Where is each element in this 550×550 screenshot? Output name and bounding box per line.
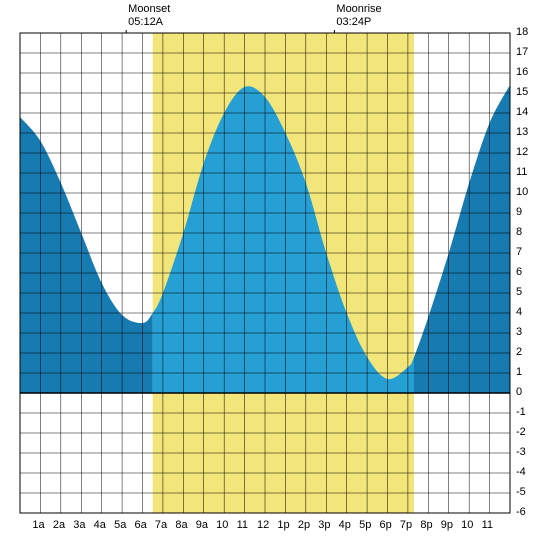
y-tick-label: 8 [516,226,522,238]
moonset-title: Moonset [128,3,170,16]
y-tick-label: 2 [516,346,522,358]
moonrise-time: 03:24P [336,16,381,29]
y-tick-label: 1 [516,366,522,378]
y-tick-label: 16 [516,66,528,78]
tide-chart: Moonset 05:12A Moonrise 03:24P 1a 2a 3a 4a 5… [0,0,550,550]
x-tick-label: 1a [32,519,44,531]
x-tick-label: 6p [380,519,392,531]
y-tick-label: 10 [516,186,528,198]
y-tick-label: 18 [516,26,528,38]
y-tick-label: 4 [516,306,522,318]
x-tick-label: 9p [441,519,453,531]
y-tick-label: 17 [516,46,528,58]
y-tick-label: 13 [516,126,528,138]
x-tick-label: 7a [155,519,167,531]
x-tick-label: 8a [175,519,187,531]
x-tick-label: 12 [257,519,269,531]
moonrise-title: Moonrise [336,3,381,16]
y-tick-label: -1 [516,406,526,418]
x-tick-label: 5a [114,519,126,531]
x-tick-label: 11 [237,519,248,531]
x-tick-label: 2a [53,519,65,531]
x-tick-label: 7p [400,519,412,531]
x-tick-label: 10 [461,519,473,531]
x-tick-label: 11 [482,519,493,531]
moonrise-annotation: Moonrise 03:24P [336,3,381,29]
x-tick-label: 6a [135,519,147,531]
x-tick-label: 4a [94,519,106,531]
y-tick-label: 15 [516,86,528,98]
x-tick-label: 10 [216,519,228,531]
y-tick-label: 9 [516,206,522,218]
y-tick-label: -3 [516,446,526,458]
x-tick-label: 5p [359,519,371,531]
y-tick-label: 6 [516,266,522,278]
x-tick-label: 8p [420,519,432,531]
y-tick-label: -4 [516,466,526,478]
y-tick-label: 3 [516,326,522,338]
y-tick-label: 11 [516,166,527,178]
x-tick-label: 4p [339,519,351,531]
y-tick-label: 12 [516,146,528,158]
moonset-annotation: Moonset 05:12A [128,3,170,29]
x-tick-label: 9a [196,519,208,531]
y-tick-label: -6 [516,506,526,518]
y-tick-label: 5 [516,286,522,298]
y-tick-label: -5 [516,486,526,498]
y-tick-label: 14 [516,106,528,118]
moonset-time: 05:12A [128,16,170,29]
x-tick-label: 3p [318,519,330,531]
x-tick-label: 1p [277,519,289,531]
y-tick-label: 7 [516,246,522,258]
x-tick-label: 3a [73,519,85,531]
y-tick-label: 0 [516,386,522,398]
y-tick-label: -2 [516,426,526,438]
x-tick-label: 2p [298,519,310,531]
chart-svg [0,0,550,550]
